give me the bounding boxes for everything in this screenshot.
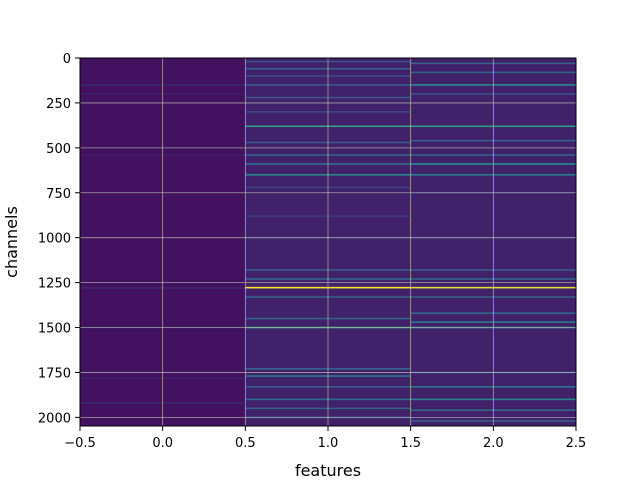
y-tick-label-3: 750 <box>46 187 71 202</box>
x-tick-label-4: 1.5 <box>400 436 421 451</box>
x-tick-label-5: 2.0 <box>483 436 504 451</box>
x-tick-label-2: 0.5 <box>235 436 256 451</box>
y-tick-label-0: 0 <box>63 52 71 67</box>
y-tick-label-1: 250 <box>46 97 71 112</box>
y-tick-label-6: 1500 <box>38 322 71 337</box>
x-tick-label-1: 0.0 <box>152 436 173 451</box>
x-axis-label: features <box>295 461 361 480</box>
y-tick-label-8: 2000 <box>38 411 71 426</box>
x-tick-label-3: 1.0 <box>318 436 339 451</box>
y-tick-label-4: 1000 <box>38 232 71 247</box>
y-tick-label-2: 500 <box>46 142 71 157</box>
y-axis-label: channels <box>2 206 21 278</box>
x-tick-label-0: −0.5 <box>64 436 96 451</box>
y-tick-label-7: 1750 <box>38 366 71 381</box>
y-tick-label-5: 1250 <box>38 277 71 292</box>
x-tick-label-6: 2.5 <box>566 436 587 451</box>
y-axis-ticks: 0 250 500 750 1000 1250 1500 1750 2000 <box>38 52 80 426</box>
x-axis-ticks: −0.5 0.0 0.5 1.0 1.5 2.0 2.5 <box>64 426 586 451</box>
